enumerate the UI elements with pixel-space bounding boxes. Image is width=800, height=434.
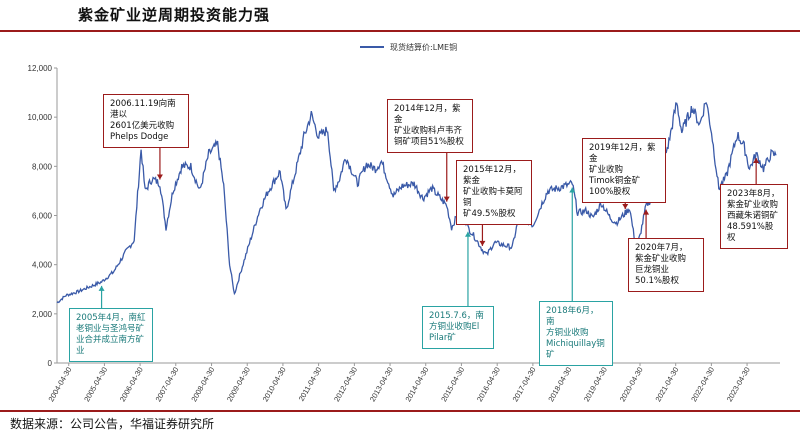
annotation-arrowhead-6 [753,158,760,164]
x-tick-label: 2022-04-30 [689,366,716,404]
x-tick-label: 2014-04-30 [403,366,430,404]
y-tick-label: 8,000 [32,162,53,171]
x-tick-label: 2016-04-30 [475,366,502,404]
annotation-box-8: 2015.7.6，南 方铜业收购El Pilar矿 [422,306,494,349]
data-source-note: 数据来源：公司公告，华福证券研究所 [10,417,215,431]
y-tick-label: 12,000 [28,64,53,73]
y-tick-label: 0 [48,359,53,368]
annotation-box-7: 2005年4月，南紅 老铜业与圣鸿号矿 业合并成立南方矿 业 [69,308,153,362]
annotation-arrowhead-4 [622,204,629,210]
legend-label: 现货结算价:LME铜 [390,42,457,52]
page-title: 紫金矿业逆周期投资能力强 [78,6,271,24]
annotation-box-4: 2019年12月，紫金 矿业收购 Timok铜金矿 100%股权 [582,138,666,203]
y-tick-label: 4,000 [32,261,53,270]
x-tick-label: 2015-04-30 [439,366,466,404]
x-tick-label: 2018-04-30 [546,366,573,404]
x-tick-label: 2013-04-30 [368,366,395,404]
x-tick-label: 2010-04-30 [261,366,288,404]
x-tick-label: 2011-04-30 [297,366,324,403]
annotation-box-5: 2020年7月， 紫金矿业收购 巨龙铜业 50.1%股权 [628,238,704,292]
x-tick-label: 2009-04-30 [225,366,252,404]
x-tick-label: 2012-04-30 [332,366,359,404]
annotation-arrowhead-2 [443,196,450,202]
annotation-arrowhead-5 [643,209,650,215]
annotation-box-3: 2015年12月，紫金 矿业收购卡莫阿铜 矿49.5%股权 [456,160,532,225]
x-tick-label: 2008-04-30 [189,366,216,404]
annotation-arrowhead-8 [464,231,471,237]
x-tick-label: 2023-04-30 [725,366,752,404]
annotation-box-1: 2006.11.19向南港以 2601亿美元收购 Phelps Dodge [103,94,189,148]
x-tick-label: 2007-04-30 [154,366,181,404]
x-tick-label: 2020-04-30 [618,366,645,404]
x-tick-label: 2006-04-30 [118,366,145,404]
x-tick-label: 2019-04-30 [582,366,609,404]
annotation-box-9: 2018年6月，南 方铜业收购 Michiquillay铜 矿 [539,301,613,366]
bottom-rule [0,410,800,412]
y-tick-label: 2,000 [32,310,53,319]
x-tick-label: 2021-04-30 [653,366,680,404]
y-tick-label: 10,000 [28,113,53,122]
annotation-box-6: 2023年8月， 紫金矿业收购 西藏朱诺铜矿 48.591%股权 [720,184,788,249]
annotation-arrowhead-1 [156,174,163,180]
annotation-arrowhead-3 [479,240,486,246]
y-tick-label: 6,000 [32,212,53,221]
top-rule [0,30,800,32]
annotation-box-2: 2014年12月，紫金 矿业收购科卢韦齐 铜矿项目51%股权 [387,99,473,153]
x-tick-label: 2005-04-30 [82,366,109,404]
x-tick-label: 2017-04-30 [511,366,538,404]
x-tick-label: 2004-04-30 [46,366,73,404]
annotation-arrowhead-9 [569,187,576,193]
annotation-arrowhead-7 [98,285,105,291]
